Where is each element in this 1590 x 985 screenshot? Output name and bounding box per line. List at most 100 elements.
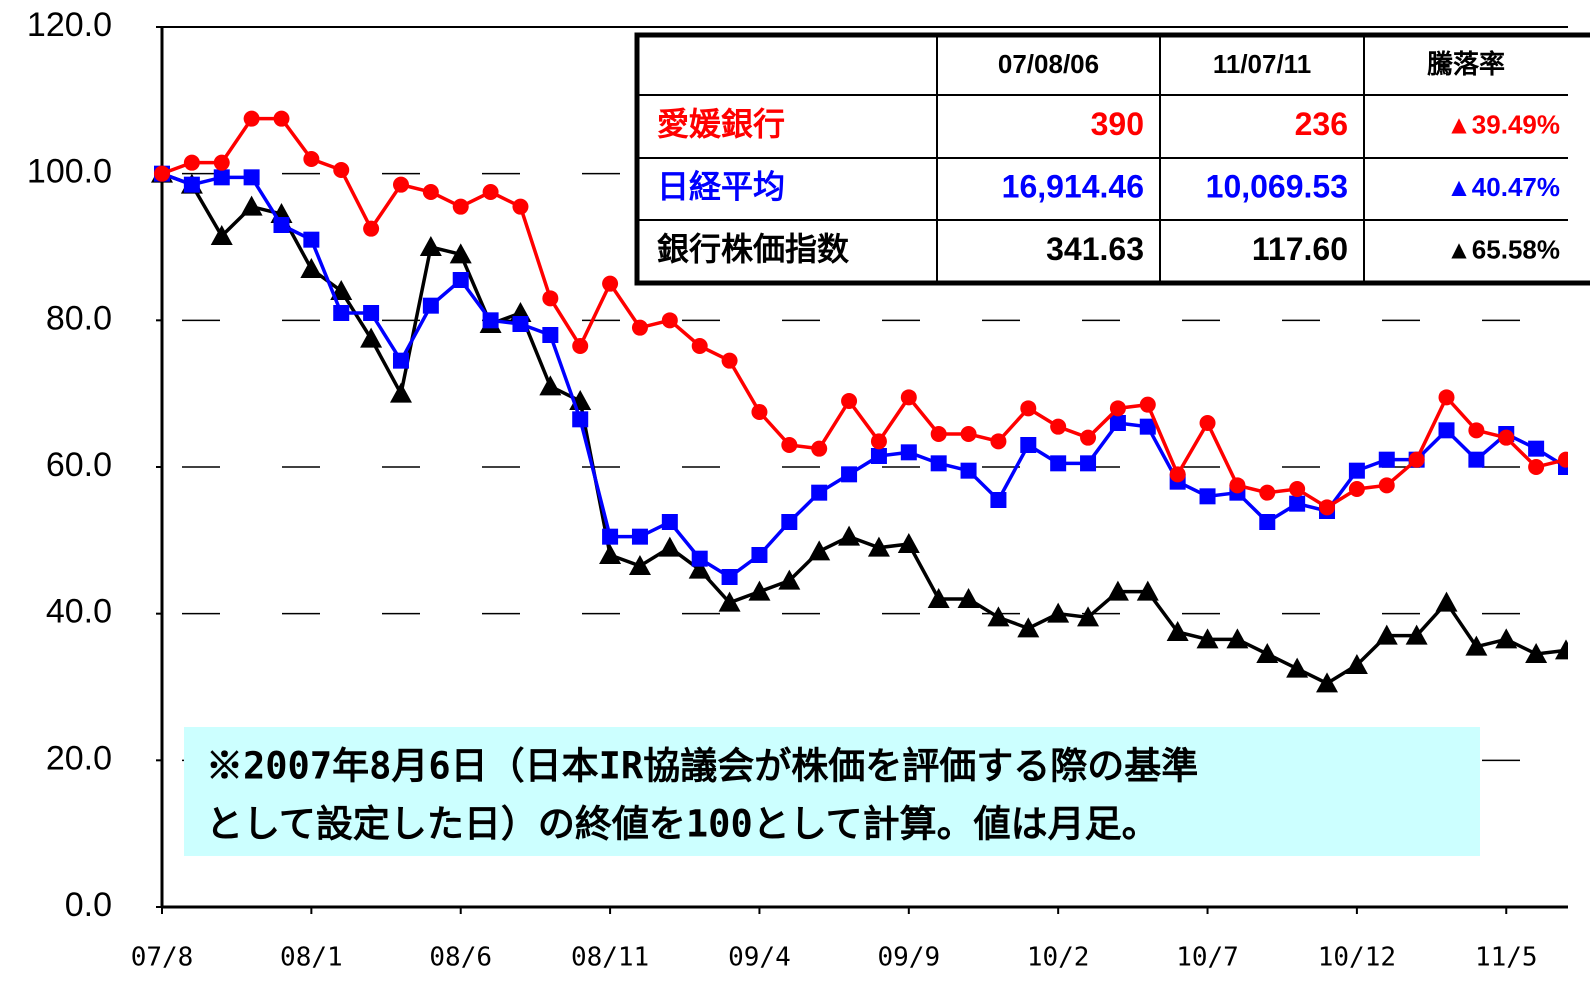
table-cell: ▲39.49% — [1446, 109, 1560, 139]
point — [1286, 657, 1309, 678]
point — [811, 484, 828, 501]
point — [1378, 477, 1395, 494]
point — [1289, 481, 1306, 497]
point — [154, 165, 170, 182]
point — [392, 176, 409, 193]
point — [838, 525, 861, 546]
table-header: 07/08/06 — [998, 49, 1099, 79]
point — [658, 536, 681, 557]
point — [599, 544, 622, 564]
point — [1020, 437, 1037, 453]
y-tick-label: 80.0 — [46, 299, 112, 337]
point — [1080, 429, 1097, 446]
point — [751, 404, 768, 420]
x-tick-label: 09/9 — [877, 943, 940, 973]
table-cell: 390 — [1091, 106, 1144, 142]
x-tick-label: 10/7 — [1176, 943, 1239, 973]
point — [1109, 400, 1126, 417]
point — [721, 352, 738, 369]
y-tick-label: 60.0 — [46, 446, 112, 484]
x-tick-label: 08/6 — [429, 943, 492, 973]
point — [542, 327, 559, 343]
point — [1558, 451, 1568, 468]
point — [930, 426, 947, 442]
point — [360, 327, 383, 348]
point — [808, 540, 831, 561]
point — [542, 290, 559, 307]
point — [960, 462, 977, 479]
point — [333, 162, 350, 178]
point — [1498, 429, 1515, 446]
point — [867, 536, 890, 557]
x-tick-label: 10/2 — [1027, 943, 1090, 973]
point — [363, 220, 380, 237]
table-row-label: 銀行株価指数 — [657, 231, 850, 267]
point — [1139, 418, 1156, 435]
point — [482, 312, 499, 329]
point — [748, 580, 771, 601]
point — [930, 455, 947, 472]
point — [927, 588, 950, 608]
y-tick-label: 100.0 — [27, 153, 112, 191]
x-tick-label: 07/8 — [131, 943, 194, 973]
point — [781, 437, 798, 453]
point — [392, 352, 409, 369]
point — [572, 338, 589, 354]
point — [1375, 624, 1398, 645]
point — [1345, 654, 1368, 674]
point — [1259, 484, 1276, 501]
point — [602, 528, 619, 545]
point — [751, 547, 768, 563]
y-tick-label: 40.0 — [46, 593, 112, 631]
point — [240, 195, 263, 216]
point — [628, 555, 651, 575]
point — [213, 154, 230, 171]
point — [1555, 639, 1568, 660]
point — [631, 319, 648, 336]
table-cell: 236 — [1295, 106, 1348, 142]
point — [1468, 422, 1485, 439]
point — [1405, 624, 1428, 645]
table-cell: ▲65.58% — [1446, 234, 1560, 264]
point — [688, 558, 711, 579]
point — [1166, 621, 1189, 641]
point — [1316, 672, 1339, 693]
point — [718, 591, 741, 612]
point — [602, 275, 619, 292]
point — [539, 375, 562, 396]
table-row-label: 愛媛銀行 — [657, 106, 785, 142]
point — [1408, 451, 1425, 468]
point — [1229, 477, 1246, 494]
table-cell: 16,914.46 — [1002, 168, 1144, 204]
point — [870, 448, 887, 464]
point — [1199, 415, 1216, 431]
point — [1438, 422, 1455, 439]
point — [572, 411, 589, 428]
point — [841, 393, 858, 409]
point — [243, 169, 260, 186]
y-tick-label: 20.0 — [46, 739, 112, 777]
table-row-label: 日経平均 — [657, 168, 785, 204]
point — [987, 606, 1010, 627]
plot — [151, 110, 1568, 693]
annotation-box — [184, 727, 1480, 856]
point — [1528, 459, 1545, 475]
point — [422, 184, 439, 200]
point — [363, 305, 380, 321]
x-tick-label: 08/1 — [280, 943, 343, 973]
point — [183, 176, 200, 193]
point — [841, 466, 858, 483]
point — [1196, 628, 1219, 649]
point — [1020, 400, 1037, 417]
x-tick-label: 08/11 — [571, 943, 649, 973]
point — [1348, 481, 1365, 497]
x-tick-label: 09/4 — [728, 943, 791, 973]
point — [1136, 580, 1159, 601]
point — [990, 433, 1007, 450]
table-cell: ▲40.47% — [1446, 172, 1560, 202]
point — [811, 440, 828, 457]
point — [957, 588, 980, 608]
table-cell: 10,069.53 — [1206, 168, 1348, 204]
point — [1077, 606, 1100, 627]
x-tick-label: 11/5 — [1475, 943, 1538, 973]
